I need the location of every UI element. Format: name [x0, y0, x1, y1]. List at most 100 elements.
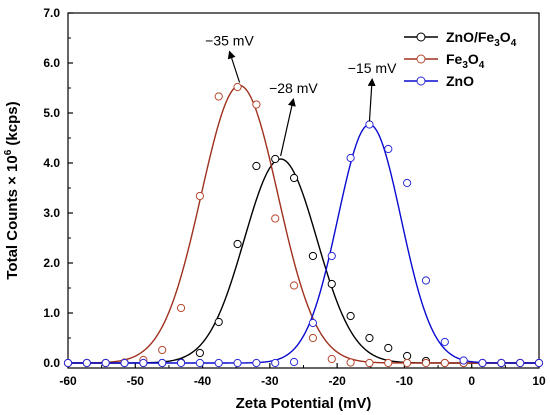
series-group [63, 82, 544, 368]
x-tick-label: -20 [328, 374, 346, 388]
legend-label-sub: 3 [494, 38, 500, 49]
annotation-arrow [280, 98, 296, 157]
data-point-fe [252, 100, 261, 109]
data-point-fe [195, 191, 204, 201]
legend-label-part: ZnO/Fe [446, 29, 494, 45]
data-point-zno [101, 358, 110, 368]
data-point-znofe [195, 348, 204, 358]
x-tick-label: -50 [127, 374, 145, 388]
annotation-arrow [367, 78, 376, 122]
x-tick-label: -60 [59, 374, 77, 388]
series-fe [63, 82, 544, 368]
data-point-znofe [214, 317, 223, 327]
y-axis-title-main: Total Counts × 10 [4, 155, 21, 279]
data-point-zno [516, 358, 525, 368]
x-tick-label: 10 [532, 374, 546, 388]
y-tick-label: 2.0 [43, 256, 60, 270]
annotations-group: −35 mV −28 mV −15 mV [205, 33, 397, 157]
annotation-label: −35 mV [205, 33, 254, 49]
data-point-fe [176, 303, 186, 313]
legend-label-part: ZnO [446, 73, 474, 89]
y-tick-label: 3.0 [43, 206, 60, 220]
data-point-zno [365, 120, 374, 129]
data-point-zno [158, 358, 167, 368]
x-axis-title: Zeta Potential (mV) [236, 395, 372, 412]
data-point-zno [403, 178, 412, 188]
legend-label: ZnO/Fe3O4 [446, 29, 517, 49]
legend-swatch-marker [416, 76, 426, 86]
data-point-zno [327, 251, 336, 261]
legend-item-znofe: ZnO/Fe3O4 [404, 29, 517, 49]
data-point-fe [308, 333, 318, 343]
data-point-zno [120, 358, 129, 368]
data-point-zno [534, 358, 544, 368]
data-point-zno [421, 276, 431, 285]
annotation-1: −28 mV [269, 80, 318, 157]
data-point-znofe [308, 251, 318, 261]
series-zno [63, 120, 544, 368]
data-point-fe [158, 345, 167, 355]
legend-label-sub: 4 [511, 38, 517, 49]
data-point-fe [327, 354, 336, 364]
data-point-fe [421, 358, 431, 368]
series-line-zno [68, 123, 539, 364]
data-point-znofe [346, 311, 355, 321]
data-point-fe [214, 92, 223, 101]
x-tick-label: 0 [468, 374, 475, 388]
data-point-znofe [403, 351, 412, 361]
data-point-zno [440, 337, 449, 347]
data-point-znofe [327, 279, 336, 289]
data-point-znofe [365, 333, 374, 343]
y-tick-label: 5.0 [43, 106, 60, 120]
series-line-fe [68, 84, 539, 364]
data-point-zno [214, 358, 223, 368]
legend-swatch-marker [416, 54, 426, 64]
data-point-zno [233, 358, 242, 368]
data-point-zno [289, 357, 299, 367]
data-point-zno [384, 144, 393, 154]
annotation-label: −15 mV [348, 60, 397, 76]
data-point-fe [271, 214, 280, 223]
data-point-zno [252, 358, 261, 368]
data-point-fe [365, 358, 374, 368]
legend-label-part: O [500, 29, 511, 45]
x-tick-label: -10 [396, 374, 414, 388]
data-point-zno [346, 153, 355, 163]
y-axis-title-exponent: 6 [3, 149, 14, 155]
data-point-zno [139, 358, 148, 368]
data-point-zno [271, 358, 280, 368]
annotation-arrow [227, 50, 241, 83]
series-line-znofe [68, 158, 539, 364]
legend-label: ZnO [446, 73, 474, 89]
y-axis-title: Total Counts × 106 (kcps) [3, 101, 21, 279]
data-point-znofe [271, 154, 280, 164]
data-point-fe [346, 358, 355, 367]
legend-label: Fe3O4 [446, 51, 485, 71]
legend-item-fe: Fe3O4 [404, 51, 485, 71]
data-point-fe [289, 281, 299, 290]
annotation-label: −28 mV [269, 80, 318, 96]
legend-label-sub: 3 [462, 60, 468, 71]
data-point-zno [459, 356, 468, 365]
annotation-0: −35 mV [205, 33, 254, 83]
legend-swatch-marker [416, 32, 426, 42]
x-tick-label: -30 [261, 374, 279, 388]
data-point-zno [82, 358, 91, 368]
data-point-znofe [252, 161, 261, 171]
y-tick-label: 6.0 [43, 56, 60, 70]
data-point-znofe [289, 173, 299, 183]
legend-label-part: Fe [446, 51, 463, 67]
data-point-fe [233, 82, 242, 92]
legend-label-sub: 4 [479, 60, 485, 71]
y-axis-title-unit: (kcps) [4, 101, 21, 149]
data-point-fe [440, 358, 449, 368]
y-tick-label: 4.0 [43, 156, 60, 170]
data-point-fe [403, 358, 412, 368]
x-tick-label: -40 [194, 374, 212, 388]
legend-label-part: O [468, 51, 479, 67]
data-point-fe [384, 358, 393, 368]
y-tick-label: 7.0 [43, 6, 60, 20]
data-point-zno [497, 358, 506, 368]
